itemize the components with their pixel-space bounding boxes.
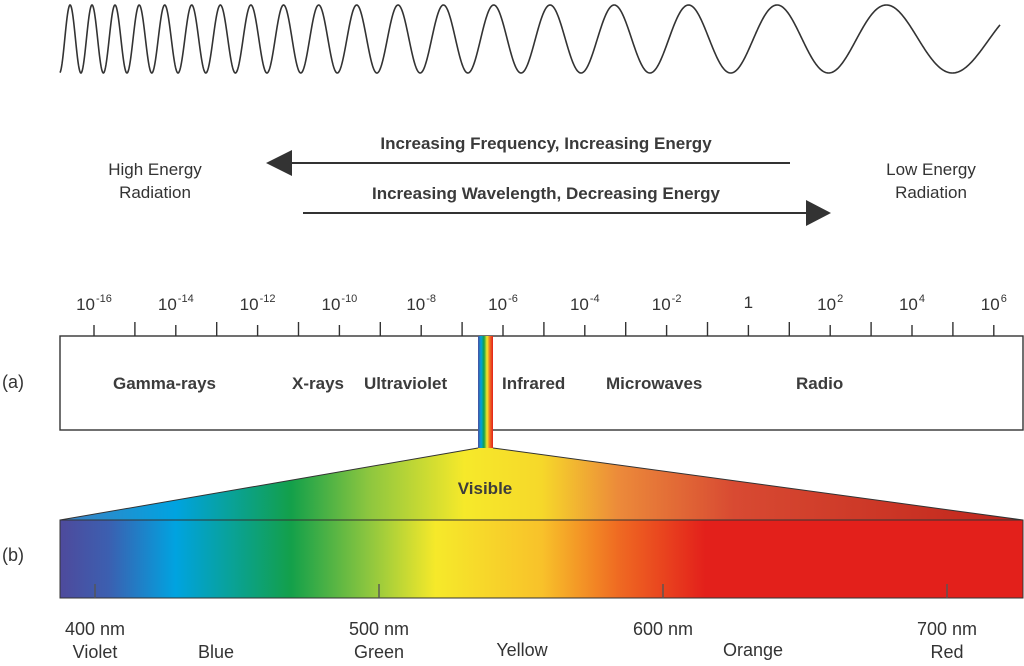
- color-violet: Violet: [72, 642, 118, 662]
- scale-tick-label: 104: [898, 293, 926, 314]
- color-green: Green: [353, 642, 405, 662]
- band-ultraviolet: Ultraviolet: [364, 374, 448, 393]
- band-gamma-rays: Gamma-rays: [113, 374, 217, 393]
- high-energy-line2: Radiation: [119, 183, 191, 202]
- row-a-label: (a): [2, 372, 24, 392]
- color-red: Red: [930, 642, 964, 662]
- wavelength-600nm: 600 nm: [632, 619, 694, 639]
- low-energy-line1: Low Energy: [886, 160, 976, 179]
- arrow-left: [266, 150, 790, 176]
- wavelength-arrow-label: Increasing Wavelength, Decreasing Energy: [372, 184, 720, 203]
- scale-tick-label: 10-12: [239, 293, 276, 314]
- scale-tick-label: 10-2: [651, 293, 682, 314]
- scale-tick-label: 10-4: [569, 293, 600, 314]
- band-x-rays: X-rays: [292, 374, 344, 393]
- scale-tick-label: 106: [980, 293, 1007, 314]
- visible-spectrum-bar: [59, 519, 1024, 599]
- scale-tick-marks: [93, 322, 995, 336]
- visible-zoom-triangle: [60, 448, 1023, 520]
- color-yellow: Yellow: [496, 640, 548, 660]
- band-infrared: Infrared: [502, 374, 566, 393]
- high-energy-label: High Energy Radiation: [80, 158, 230, 204]
- low-energy-label: Low Energy Radiation: [856, 158, 1006, 204]
- scale-tick-label: 10-16: [76, 293, 112, 314]
- nm-tick-marks: [94, 584, 948, 598]
- low-energy-line2: Radiation: [895, 183, 967, 202]
- scale-tick-label: 102: [817, 293, 844, 314]
- scale-tick-label: 10-10: [321, 293, 358, 314]
- wavelength-400nm: 400 nm: [64, 619, 126, 639]
- visible-strip: [478, 336, 493, 448]
- high-energy-line1: High Energy: [108, 160, 202, 179]
- wavelength-700nm: 700 nm: [916, 619, 978, 639]
- wave-line: [59, 4, 1001, 74]
- band-radio: Radio: [796, 374, 844, 393]
- arrow-right: [303, 200, 831, 226]
- frequency-arrow-label: Increasing Frequency, Increasing Energy: [380, 134, 712, 153]
- scale-tick-label: 10-6: [488, 293, 518, 314]
- scale-tick-label: 1: [743, 293, 754, 312]
- wavelength-500nm: 500 nm: [348, 619, 410, 639]
- scale-tick-label: 10-8: [406, 293, 437, 314]
- row-b-label: (b): [2, 545, 24, 565]
- spectrum-box-a: [59, 335, 1024, 431]
- scale-tick-label: 10-14: [157, 293, 194, 314]
- visible-label: Visible: [457, 479, 513, 498]
- band-microwaves: Microwaves: [606, 374, 703, 393]
- color-blue: Blue: [197, 642, 235, 662]
- color-orange: Orange: [722, 640, 784, 660]
